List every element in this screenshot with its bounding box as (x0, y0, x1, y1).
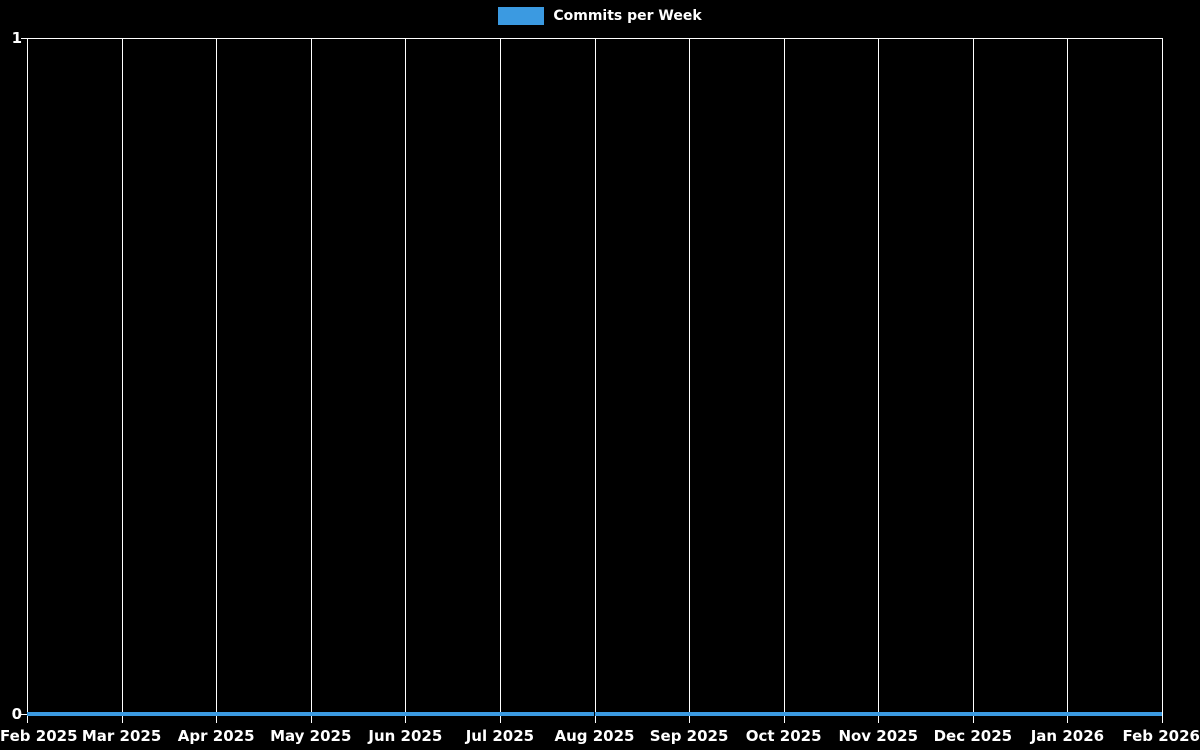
gridline-feb-2026 (1162, 38, 1163, 723)
x-tick-label-sep-2025: Sep 2025 (649, 727, 729, 745)
series-segment (1067, 712, 1162, 716)
x-tick-label-jan-2026: Jan 2026 (1030, 727, 1105, 745)
series-segment (689, 712, 784, 716)
gridline-dec-2025 (973, 38, 974, 723)
legend-entry-label: Commits per Week (553, 8, 702, 24)
gridline-mar-2025 (122, 38, 123, 723)
chart-legend: Commits per Week (0, 7, 1200, 25)
gridline-sep-2025 (689, 38, 690, 723)
gridline-feb-2025 (27, 38, 28, 723)
series-segment (121, 712, 217, 716)
x-tick-label-oct-2025: Oct 2025 (745, 727, 822, 745)
x-tick-label-dec-2025: Dec 2025 (933, 727, 1013, 745)
series-segment (594, 712, 690, 716)
gridline-jul-2025 (500, 38, 501, 723)
series-segment (405, 712, 500, 716)
gridline-nov-2025 (878, 38, 879, 723)
gridline-aug-2025 (595, 38, 596, 723)
y-tickmark-bottom (21, 714, 28, 715)
y-tickmark-top (21, 38, 28, 39)
y-axis-max-label: 1 (11, 29, 22, 47)
x-tick-label-feb-2025: Feb 2025 (0, 727, 78, 745)
x-tick-label-aug-2025: Aug 2025 (554, 727, 635, 745)
x-tick-label-nov-2025: Nov 2025 (838, 727, 919, 745)
series-segment (972, 712, 1068, 716)
gridline-may-2025 (311, 38, 312, 723)
series-segment (216, 712, 311, 716)
legend-swatch-icon (498, 7, 545, 25)
x-tick-label-jul-2025: Jul 2025 (465, 727, 535, 745)
x-tick-label-mar-2025: Mar 2025 (81, 727, 162, 745)
series-segment (878, 712, 973, 716)
gridline-jun-2025 (405, 38, 406, 723)
y-axis-min-label: 0 (11, 705, 22, 723)
series-segment (310, 712, 406, 716)
gridline-oct-2025 (784, 38, 785, 723)
series-segment (499, 712, 595, 716)
gridline-apr-2025 (216, 38, 217, 723)
series-segment (783, 712, 879, 716)
x-tick-label-jun-2025: Jun 2025 (368, 727, 443, 745)
x-tick-label-feb-2026: Feb 2026 (1122, 727, 1200, 745)
x-tick-label-may-2025: May 2025 (270, 727, 352, 745)
x-tick-label-apr-2025: Apr 2025 (177, 727, 255, 745)
series-segment (27, 712, 122, 716)
gridline-jan-2026 (1067, 38, 1068, 723)
